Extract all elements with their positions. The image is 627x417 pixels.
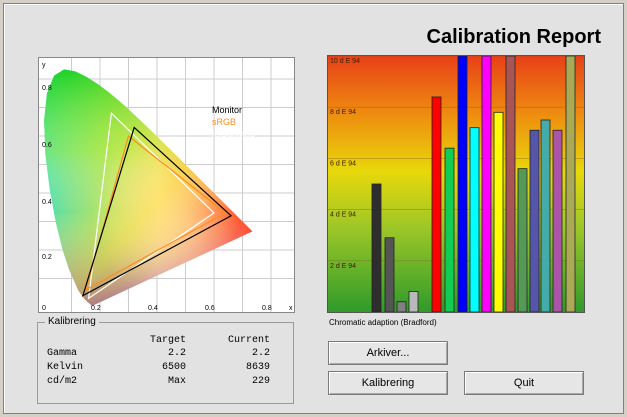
bar (540, 119, 551, 312)
quit-button[interactable]: Quit (464, 371, 584, 395)
kalibrering-groupbox (37, 322, 294, 404)
row-label-gamma: Gamma (47, 348, 78, 359)
y-tick-label: 0.2 (42, 254, 52, 261)
kalibrering-group-label: Kalibrering (45, 316, 99, 327)
legend-isocoated: ISOcoated (212, 129, 255, 139)
gamma-target: 2.2 (167, 348, 186, 359)
bar (481, 56, 492, 312)
luminance-current: 229 (251, 376, 270, 387)
bar (505, 56, 516, 312)
y-tick-label: 8 d E 94 (330, 109, 356, 116)
y-tick-label: 10 d E 94 (330, 58, 360, 65)
bar (517, 168, 528, 312)
y-tick-label: 0.6 (42, 142, 52, 149)
legend-monitor: Monitor (212, 105, 242, 115)
bar (529, 129, 540, 312)
y-tick-label: 4 d E 94 (330, 212, 356, 219)
gamma-current: 2.2 (251, 348, 270, 359)
column-header-current: Current (227, 335, 270, 346)
bar-tick-labels: 2 d E 94 4 d E 94 6 d E 94 8 d E 94 10 d E 9… (330, 58, 360, 270)
y-tick-label: 6 d E 94 (330, 160, 356, 167)
row-label-kelvin: Kelvin (47, 362, 84, 373)
x-tick-label: 0.8 (262, 305, 272, 312)
y-axis-label: y (42, 62, 46, 69)
x-axis-label: x (289, 305, 293, 312)
kalibrering-button[interactable]: Kalibrering (328, 371, 448, 395)
spectral-locus (44, 69, 253, 306)
cie-chromaticity-diagram: y x 0 0.2 0.4 0.6 0.8 0.2 0.4 0.6 0.8 Mo… (38, 57, 295, 313)
gamut-triangles (81, 111, 233, 300)
kelvin-target: 6500 (161, 362, 186, 373)
origin-label: 0 (42, 305, 46, 312)
bar (457, 56, 468, 312)
bar (565, 56, 576, 312)
y-tick-label: 2 d E 94 (330, 263, 356, 270)
bar (396, 301, 407, 312)
srgb-gamut-triangle (84, 134, 227, 292)
y-tick-label: 0.4 (42, 199, 52, 206)
spectral-locus-fill (44, 69, 253, 306)
cie-diagram-canvas: y x 0 0.2 0.4 0.6 0.8 0.2 0.4 0.6 0.8 Mo… (39, 58, 294, 312)
row-label-luminance: cd/m2 (47, 376, 78, 387)
x-tick-label: 0.2 (91, 305, 101, 312)
luminance-target: Max (167, 376, 186, 387)
x-tick-label: 0.4 (148, 305, 158, 312)
bar (371, 183, 382, 312)
column-header-target: Target (149, 335, 186, 346)
y-tick-label: 0.8 (42, 85, 52, 92)
bar (384, 237, 395, 312)
bar (493, 111, 504, 312)
arkiver-button[interactable]: Arkiver... (328, 341, 448, 365)
page-title: Calibration Report (426, 26, 601, 48)
bar-marks (371, 56, 576, 312)
delta-e-bar-chart: 2 d E 94 4 d E 94 6 d E 94 8 d E 94 10 d E 9… (327, 55, 585, 313)
legend-srgb: sRGB (212, 117, 236, 127)
bar (408, 291, 419, 312)
bar-chart-canvas: 2 d E 94 4 d E 94 6 d E 94 8 d E 94 10 d E 9… (328, 56, 584, 312)
x-tick-label: 0.6 (205, 305, 215, 312)
bar (469, 127, 480, 312)
monitor-gamut-triangle (81, 126, 233, 297)
chart-caption: Chromatic adaption (Bradford) (329, 318, 437, 327)
bar (444, 147, 455, 312)
kelvin-current: 8639 (245, 362, 270, 373)
bar (431, 96, 442, 312)
bar (552, 129, 563, 312)
